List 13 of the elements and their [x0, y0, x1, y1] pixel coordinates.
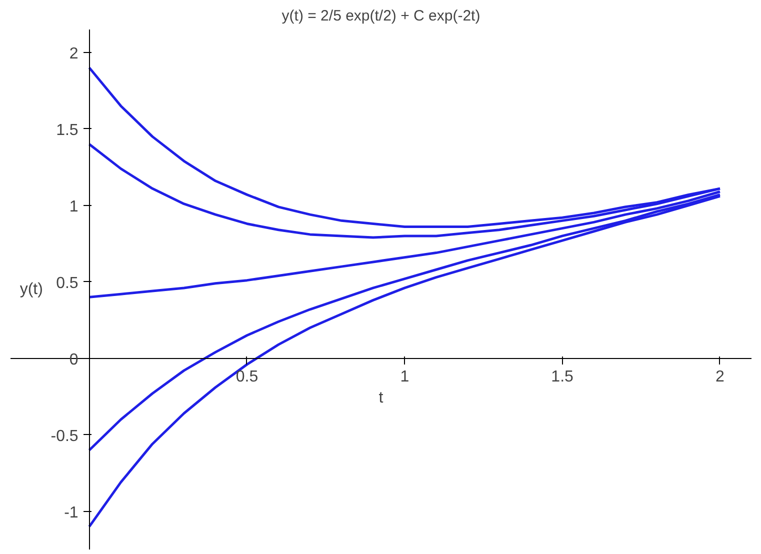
x-tick-label: 1 [400, 368, 410, 386]
y-tick-label: -0.5 [50, 428, 78, 445]
y-tick-label: 0.5 [56, 274, 78, 292]
x-axis-title: t [378, 390, 384, 406]
y-tick-label: -1 [64, 504, 78, 522]
y-axis-title: y(t) [20, 281, 43, 298]
chart-title: y(t) = 2/5 exp(t/2) + C exp(-2t) [282, 8, 480, 24]
x-tick-label: 1.5 [551, 368, 574, 386]
y-tick-label: 1.5 [56, 122, 78, 139]
y-tick-label: 2 [69, 45, 78, 62]
x-tick-label: 0.5 [236, 368, 258, 386]
y-tick-label: 1 [69, 198, 78, 216]
x-tick-label: 2 [716, 368, 725, 386]
